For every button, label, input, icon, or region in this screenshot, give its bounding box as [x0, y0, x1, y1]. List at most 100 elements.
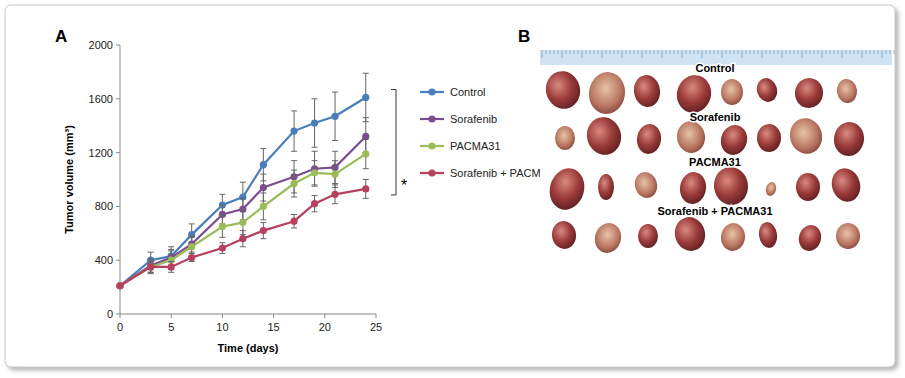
- y-tick: [116, 45, 120, 46]
- ruler-tick: [610, 50, 611, 54]
- y-tick: [116, 314, 120, 315]
- error-cap: [219, 242, 225, 243]
- tumor: [541, 67, 584, 113]
- legend: ControlSorafenibPACMA31Sorafenib + PACMA…: [420, 86, 560, 179]
- tumor: [757, 221, 778, 249]
- ruler-tick: [674, 50, 675, 54]
- tumor: [582, 113, 625, 159]
- ruler-tick: [838, 50, 839, 54]
- y-tick-label: 1600: [89, 93, 113, 105]
- ruler-tick: [546, 50, 547, 54]
- tumor: [591, 220, 624, 256]
- y-tick-label: 0: [107, 308, 113, 320]
- ruler-tick: [686, 50, 687, 54]
- ruler-tick: [794, 50, 795, 54]
- error-cap: [312, 160, 318, 161]
- ruler-tick: [806, 50, 807, 54]
- error-bar: [312, 151, 318, 186]
- error-cap: [189, 223, 195, 224]
- ruler-tick: [670, 50, 671, 54]
- tumor: [598, 174, 614, 200]
- tumor: [828, 165, 864, 205]
- ruler-tick: [834, 50, 835, 54]
- ruler-tick: [602, 50, 603, 58]
- marker: [331, 191, 338, 198]
- marker: [290, 127, 297, 134]
- error-bar: [291, 170, 297, 197]
- ruler-tick: [802, 50, 803, 58]
- ruler-tick: [682, 50, 683, 58]
- x-tick: [120, 314, 121, 318]
- error-cap: [332, 140, 338, 141]
- ruler-tick: [862, 50, 863, 58]
- error-cap: [240, 230, 246, 231]
- ruler-tick: [878, 50, 879, 54]
- ruler-tick: [818, 50, 819, 54]
- error-cap: [312, 98, 318, 99]
- error-bar: [168, 262, 174, 273]
- tumor: [786, 114, 827, 157]
- marker: [116, 282, 123, 289]
- series: [116, 139, 369, 289]
- ruler-tick: [766, 50, 767, 54]
- error-cap: [312, 184, 318, 185]
- error-cap: [219, 205, 225, 206]
- error-cap: [291, 160, 297, 161]
- ruler-tick: [882, 50, 883, 58]
- plot-data: [116, 73, 369, 289]
- tumor: [796, 173, 820, 201]
- tumor: [717, 122, 750, 158]
- legend-label: Sorafenib: [450, 113, 497, 125]
- marker: [311, 169, 318, 176]
- y-axis: [120, 45, 121, 314]
- ruler-tick: [662, 50, 663, 58]
- error-cap: [312, 195, 318, 196]
- error-cap: [260, 148, 266, 149]
- ruler-tick: [678, 50, 679, 54]
- error-bar: [240, 210, 246, 234]
- ruler-tick: [850, 50, 851, 54]
- error-cap: [363, 139, 369, 140]
- ruler-tick: [746, 50, 747, 54]
- y-tick-label: 1200: [89, 147, 113, 159]
- row-label: PACMA31: [689, 156, 741, 168]
- tumor: [712, 165, 751, 207]
- marker: [331, 171, 338, 178]
- ruler-tick: [714, 50, 715, 54]
- tumor: [678, 170, 708, 205]
- ruler-tick: [730, 50, 731, 54]
- error-cap: [260, 192, 266, 193]
- tumor: [635, 122, 663, 155]
- error-cap: [148, 260, 154, 261]
- ruler-tick: [570, 50, 571, 54]
- error-cap: [332, 92, 338, 93]
- marker: [290, 180, 297, 187]
- error-cap: [219, 253, 225, 254]
- marker: [147, 263, 154, 270]
- error-cap: [240, 182, 246, 183]
- axes: 04008001200160020000510152025Time (days)…: [63, 39, 382, 354]
- error-cap: [148, 272, 154, 273]
- series-line: [120, 97, 366, 285]
- ruler-tick: [586, 50, 587, 54]
- y-tick: [116, 260, 120, 261]
- error-cap: [260, 219, 266, 220]
- ruler-tick: [810, 50, 811, 54]
- marker: [219, 223, 226, 230]
- error-bar: [189, 253, 195, 261]
- marker: [362, 94, 369, 101]
- y-tick: [116, 206, 120, 207]
- y-tick-label: 2000: [89, 39, 113, 51]
- error-bar: [148, 260, 154, 273]
- ruler-tick: [706, 50, 707, 54]
- error-cap: [189, 253, 195, 254]
- ruler-tick: [762, 50, 763, 58]
- tumor: [764, 181, 777, 197]
- error-cap: [312, 147, 318, 148]
- ruler-tick: [702, 50, 703, 58]
- ruler-tick: [614, 50, 615, 54]
- ruler-tick: [826, 50, 827, 54]
- series: [116, 180, 369, 290]
- ruler-tick: [814, 50, 815, 54]
- error-bar: [189, 237, 195, 256]
